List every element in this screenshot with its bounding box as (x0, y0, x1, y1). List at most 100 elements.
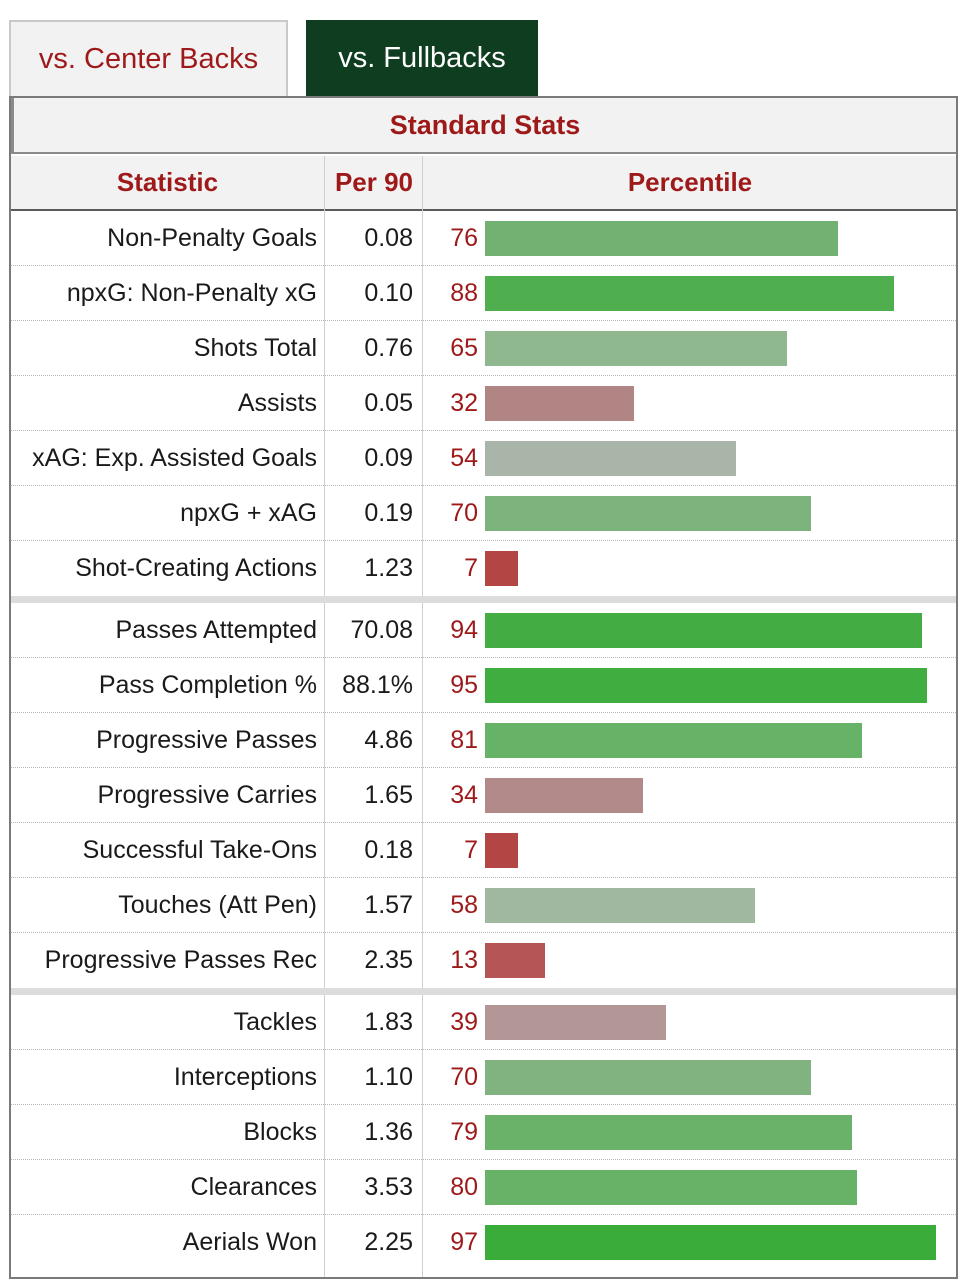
percentile-value: 65 (450, 333, 478, 362)
percentile-value: 70 (450, 498, 478, 527)
stat-name: npxG: Non-Penalty xG (66, 278, 317, 307)
column-divider (324, 156, 325, 1277)
percentile-bar (485, 276, 894, 311)
table-row: Interceptions 1.10 70 (11, 1050, 956, 1105)
table-row: npxG: Non-Penalty xG 0.10 88 (11, 266, 956, 321)
stat-name: Tackles (233, 1007, 317, 1036)
per-90-value: 0.19 (364, 498, 413, 527)
percentile-bar (485, 1060, 811, 1095)
percentile-bar (485, 723, 862, 758)
per-90-value: 0.09 (364, 443, 413, 472)
percentile-bar (485, 386, 634, 421)
percentile-bar (485, 668, 927, 703)
table-row: Tackles 1.83 39 (11, 995, 956, 1050)
per-90-value: 70.08 (350, 615, 413, 644)
percentile-bar (485, 778, 643, 813)
per-90-value: 0.08 (364, 223, 413, 252)
table-row: Touches (Att Pen) 1.57 58 (11, 878, 956, 933)
stat-name: npxG + xAG (180, 498, 317, 527)
per-90-value: 1.10 (364, 1062, 413, 1091)
stat-name: Passes Attempted (115, 615, 317, 644)
per-90-value: 88.1% (342, 670, 413, 699)
stat-name: Aerials Won (182, 1227, 317, 1256)
table-title: Standard Stats (11, 98, 956, 154)
per-90-value: 1.36 (364, 1117, 413, 1146)
percentile-value: 88 (450, 278, 478, 307)
table-row: Clearances 3.53 80 (11, 1160, 956, 1215)
column-header-per-90: Per 90 (334, 167, 414, 197)
stat-name: Progressive Carries (97, 780, 317, 809)
percentile-value: 81 (450, 725, 478, 754)
per-90-value: 1.83 (364, 1007, 413, 1036)
percentile-value: 32 (450, 388, 478, 417)
stat-name: Non-Penalty Goals (107, 223, 317, 252)
table-row: Pass Completion % 88.1% 95 (11, 658, 956, 713)
percentile-value: 7 (464, 835, 478, 864)
percentile-bar (485, 1170, 857, 1205)
percentile-value: 79 (450, 1117, 478, 1146)
percentile-bar (485, 441, 736, 476)
percentile-bar (485, 221, 838, 256)
column-header-percentile: Percentile (627, 167, 753, 197)
column-headers: Statistic Per 90 Percentile (11, 156, 956, 211)
per-90-value: 4.86 (364, 725, 413, 754)
percentile-value: 97 (450, 1227, 478, 1256)
percentile-value: 76 (450, 223, 478, 252)
percentile-value: 34 (450, 780, 478, 809)
percentile-bar (485, 943, 545, 978)
table-row: Assists 0.05 32 (11, 376, 956, 431)
per-90-value: 3.53 (364, 1172, 413, 1201)
stat-name: Blocks (243, 1117, 317, 1146)
stat-name: Shot-Creating Actions (75, 553, 317, 582)
table-row: Non-Penalty Goals 0.08 76 (11, 211, 956, 266)
stat-name: Successful Take-Ons (82, 835, 317, 864)
percentile-bar (485, 613, 922, 648)
per-90-value: 2.35 (364, 945, 413, 974)
stat-name: Progressive Passes Rec (44, 945, 317, 974)
table-row: xAG: Exp. Assisted Goals 0.09 54 (11, 431, 956, 486)
table-row: Progressive Passes Rec 2.35 13 (11, 933, 956, 995)
stat-name: Assists (237, 388, 317, 417)
stat-name: Touches (Att Pen) (118, 890, 317, 919)
stat-name: Progressive Passes (96, 725, 317, 754)
percentile-bar (485, 496, 811, 531)
column-divider (422, 156, 423, 1277)
column-header-statistic: Statistic (116, 167, 219, 197)
per-90-value: 2.25 (364, 1227, 413, 1256)
per-90-value: 0.05 (364, 388, 413, 417)
per-90-value: 0.18 (364, 835, 413, 864)
table-row: Aerials Won 2.25 97 (11, 1215, 956, 1270)
percentile-bar (485, 833, 518, 868)
stat-name: Clearances (190, 1172, 317, 1201)
stat-name: Shots Total (193, 333, 317, 362)
percentile-value: 58 (450, 890, 478, 919)
table-row: Progressive Carries 1.65 34 (11, 768, 956, 823)
percentile-value: 80 (450, 1172, 478, 1201)
percentile-value: 13 (450, 945, 478, 974)
percentile-bar (485, 331, 787, 366)
table-row: Blocks 1.36 79 (11, 1105, 956, 1160)
percentile-value: 95 (450, 670, 478, 699)
table-row: npxG + xAG 0.19 70 (11, 486, 956, 541)
stat-name: xAG: Exp. Assisted Goals (32, 443, 317, 472)
percentile-value: 70 (450, 1062, 478, 1091)
per-90-value: 0.76 (364, 333, 413, 362)
percentile-bar (485, 551, 518, 586)
percentile-value: 7 (464, 553, 478, 582)
percentile-value: 94 (450, 615, 478, 644)
percentile-bar (485, 1225, 936, 1260)
stats-table: Standard Stats Statistic Per 90 Percenti… (9, 96, 958, 1279)
table-row: Shot-Creating Actions 1.23 7 (11, 541, 956, 603)
table-row: Shots Total 0.76 65 (11, 321, 956, 376)
stat-name: Interceptions (173, 1062, 317, 1091)
table-row: Passes Attempted 70.08 94 (11, 603, 956, 658)
tab-vs-fullbacks[interactable]: vs. Fullbacks (306, 20, 538, 96)
percentile-bar (485, 888, 755, 923)
stat-name: Pass Completion % (98, 670, 317, 699)
per-90-value: 1.65 (364, 780, 413, 809)
percentile-bar (485, 1005, 666, 1040)
tab-vs-center-backs[interactable]: vs. Center Backs (9, 20, 288, 96)
table-row: Successful Take-Ons 0.18 7 (11, 823, 956, 878)
per-90-value: 0.10 (364, 278, 413, 307)
percentile-value: 54 (450, 443, 478, 472)
